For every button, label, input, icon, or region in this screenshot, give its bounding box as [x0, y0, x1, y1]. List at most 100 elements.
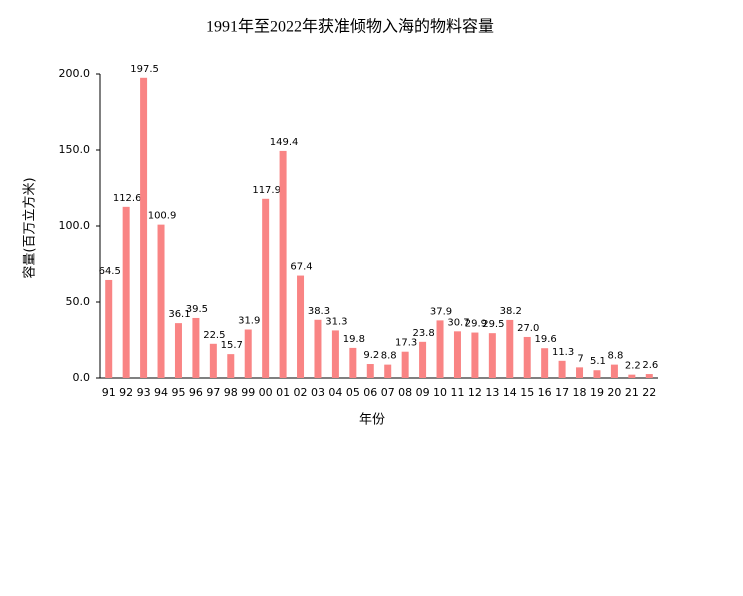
- value-label: 39.5: [186, 304, 208, 315]
- bar: [384, 364, 392, 378]
- value-label: 19.8: [343, 334, 365, 345]
- value-label: 31.9: [238, 316, 260, 327]
- x-tick-label: 93: [137, 386, 151, 399]
- x-tick-label: 99: [241, 386, 255, 399]
- x-tick-label: 20: [607, 386, 621, 399]
- bar: [331, 330, 339, 378]
- value-label: 31.3: [325, 316, 347, 327]
- bar: [174, 323, 182, 378]
- bar: [140, 77, 148, 379]
- x-tick-label: 12: [468, 386, 482, 399]
- bar: [122, 206, 130, 378]
- x-tick-label: 91: [102, 386, 116, 399]
- x-tick-label: 03: [311, 386, 325, 399]
- chart-title: 1991年至2022年获准倾物入海的物料容量: [206, 18, 494, 36]
- value-label: 112.6: [113, 193, 142, 204]
- bar: [314, 319, 322, 378]
- value-label: 5.1: [590, 356, 606, 367]
- x-axis-label: 年份: [359, 413, 385, 428]
- value-label: 27.0: [517, 323, 539, 334]
- x-tick-label: 98: [224, 386, 238, 399]
- x-tick-label: 15: [520, 386, 534, 399]
- bar: [244, 329, 252, 378]
- x-tick-label: 16: [538, 386, 552, 399]
- value-label: 29.9: [465, 319, 487, 330]
- x-tick-label: 21: [625, 386, 639, 399]
- bar: [576, 367, 584, 378]
- value-label: 23.8: [412, 328, 434, 339]
- bar: [610, 364, 618, 378]
- bar: [192, 317, 200, 378]
- bar: [297, 275, 305, 378]
- value-label: 11.3: [552, 347, 574, 358]
- bar: [157, 224, 165, 378]
- bar: [506, 319, 514, 378]
- x-tick-label: 13: [485, 386, 499, 399]
- bar: [279, 150, 287, 378]
- value-label: 64.5: [99, 266, 121, 277]
- x-tick-label: 94: [154, 386, 168, 399]
- bar: [523, 336, 531, 378]
- bar: [209, 343, 217, 378]
- x-tick-label: 14: [503, 386, 517, 399]
- value-label: 67.4: [290, 262, 312, 273]
- value-label: 197.5: [130, 64, 159, 75]
- value-label: 8.8: [381, 351, 397, 362]
- value-label: 15.7: [221, 340, 243, 351]
- x-tick-label: 18: [573, 386, 587, 399]
- x-tick-label: 92: [119, 386, 133, 399]
- value-label: 30.7: [447, 317, 469, 328]
- bar: [262, 198, 270, 378]
- bar: [453, 331, 461, 378]
- bar: [227, 354, 235, 378]
- x-tick-label: 02: [294, 386, 308, 399]
- value-label: 9.2: [363, 350, 379, 361]
- bar: [645, 374, 653, 378]
- y-tick-label: 200.0: [59, 67, 91, 80]
- x-tick-label: 08: [398, 386, 412, 399]
- x-tick-label: 97: [206, 386, 220, 399]
- x-tick-label: 07: [381, 386, 395, 399]
- y-axis-label: 容量(百万立方米): [22, 177, 38, 278]
- bar: [401, 351, 409, 378]
- bar: [419, 341, 427, 378]
- value-label: 8.8: [607, 351, 623, 362]
- bar: [471, 332, 479, 378]
- value-label: 38.3: [308, 306, 330, 317]
- x-tick-label: 17: [555, 386, 569, 399]
- x-tick-label: 11: [450, 386, 464, 399]
- bar: [541, 348, 549, 378]
- y-tick-label: 100.0: [59, 219, 91, 232]
- bar: [436, 320, 444, 378]
- value-label: 22.5: [203, 330, 225, 341]
- value-label: 38.2: [500, 306, 522, 317]
- value-label: 36.1: [168, 309, 190, 320]
- y-tick-label: 150.0: [59, 143, 91, 156]
- value-label: 29.5: [482, 319, 504, 330]
- bar: [558, 360, 566, 378]
- y-tick-label: 50.0: [66, 295, 91, 308]
- value-label: 100.9: [148, 211, 177, 222]
- value-label: 37.9: [430, 306, 452, 317]
- x-tick-label: 09: [416, 386, 430, 399]
- value-label: 7: [577, 353, 583, 364]
- x-tick-label: 95: [171, 386, 185, 399]
- x-tick-label: 22: [642, 386, 656, 399]
- value-label: 149.4: [270, 137, 299, 148]
- bar: [366, 364, 374, 378]
- value-label: 17.3: [395, 338, 417, 349]
- x-tick-label: 10: [433, 386, 447, 399]
- bar: [593, 370, 601, 378]
- x-tick-label: 01: [276, 386, 290, 399]
- value-label: 2.2: [625, 361, 641, 372]
- x-tick-label: 00: [259, 386, 273, 399]
- x-tick-label: 04: [328, 386, 342, 399]
- bar: [349, 347, 357, 378]
- bar: [628, 374, 636, 378]
- value-label: 117.9: [252, 185, 281, 196]
- x-tick-label: 05: [346, 386, 360, 399]
- x-tick-label: 06: [363, 386, 377, 399]
- value-label: 2.6: [642, 360, 658, 371]
